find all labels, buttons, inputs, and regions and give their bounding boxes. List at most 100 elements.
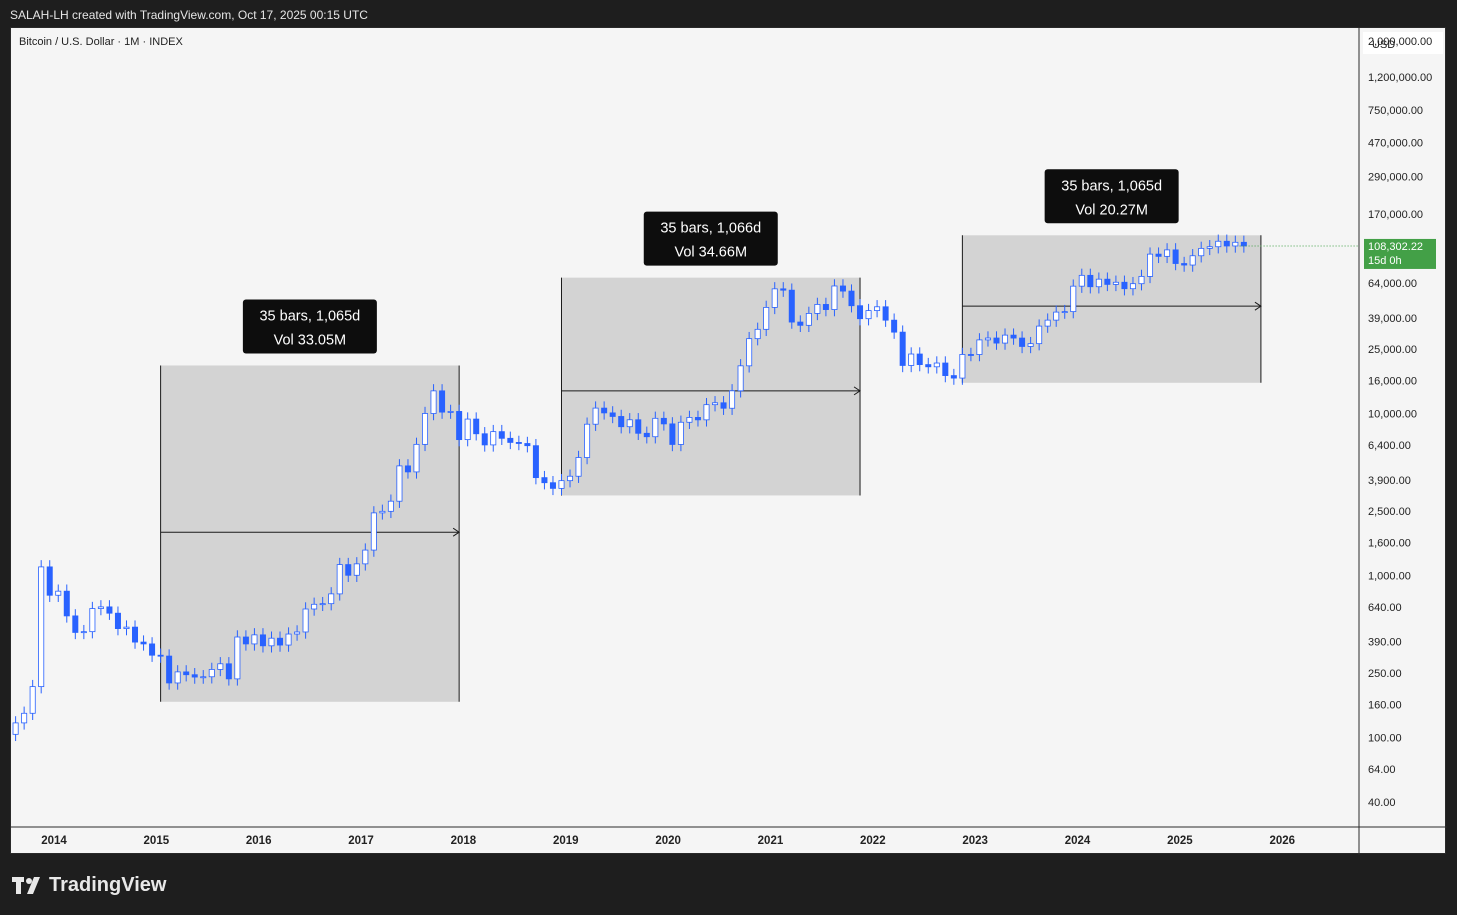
candle-body[interactable]	[1181, 263, 1188, 266]
candle-body[interactable]	[319, 603, 326, 606]
candle-body[interactable]	[1129, 283, 1136, 290]
candle-body[interactable]	[703, 404, 710, 421]
candle-body[interactable]	[959, 354, 966, 379]
candle-body[interactable]	[12, 722, 19, 735]
candle-body[interactable]	[857, 305, 864, 320]
candle-body[interactable]	[123, 626, 130, 629]
candle-body[interactable]	[993, 337, 1000, 344]
date-range-box[interactable]	[160, 365, 460, 702]
candle-body[interactable]	[1155, 253, 1162, 257]
candle-body[interactable]	[694, 417, 701, 421]
candle-body[interactable]	[507, 437, 514, 443]
candle-body[interactable]	[848, 290, 855, 307]
candle-body[interactable]	[72, 615, 79, 633]
candle-body[interactable]	[55, 590, 62, 596]
candle-body[interactable]	[916, 353, 923, 365]
candle-body[interactable]	[490, 431, 497, 446]
candle-body[interactable]	[831, 285, 838, 310]
candle-body[interactable]	[1164, 249, 1171, 257]
candle-body[interactable]	[80, 631, 87, 634]
candle-body[interactable]	[404, 465, 411, 473]
candle-body[interactable]	[251, 634, 258, 645]
date-range-box[interactable]	[962, 235, 1261, 383]
candle-body[interactable]	[353, 563, 360, 576]
candle-body[interactable]	[1206, 246, 1213, 249]
candle-body[interactable]	[814, 304, 821, 314]
candle-body[interactable]	[114, 612, 121, 629]
candle-body[interactable]	[1061, 311, 1068, 314]
candle-body[interactable]	[166, 655, 173, 684]
currency-box[interactable]	[1363, 32, 1443, 54]
candle-body[interactable]	[336, 564, 343, 595]
candle-body[interactable]	[541, 477, 548, 484]
candle-body[interactable]	[567, 475, 574, 482]
candle-body[interactable]	[950, 375, 957, 379]
candle-body[interactable]	[712, 402, 719, 406]
candle-body[interactable]	[302, 608, 309, 633]
candle-body[interactable]	[805, 313, 812, 326]
candle-body[interactable]	[311, 603, 318, 610]
candle-body[interactable]	[379, 510, 386, 514]
candle-body[interactable]	[259, 634, 266, 647]
candle-body[interactable]	[439, 390, 446, 413]
candle-body[interactable]	[473, 418, 480, 435]
candle-body[interactable]	[524, 443, 531, 447]
range-label-box[interactable]	[1044, 169, 1179, 224]
candle-body[interactable]	[575, 457, 582, 477]
candle-body[interactable]	[422, 413, 429, 445]
candle-body[interactable]	[925, 364, 932, 368]
candle-body[interactable]	[967, 354, 974, 356]
candle-body[interactable]	[1112, 281, 1119, 285]
candle-body[interactable]	[592, 407, 599, 425]
candle-body[interactable]	[609, 412, 616, 417]
candle-body[interactable]	[746, 338, 753, 367]
candle-body[interactable]	[729, 390, 736, 409]
candle-body[interactable]	[942, 362, 949, 376]
candle-body[interactable]	[285, 633, 292, 646]
price-chart[interactable]: 35 bars, 1,065d Vol 33.05M 35 bars, 1,066d…	[11, 28, 1447, 855]
candle-body[interactable]	[643, 432, 650, 438]
candle-body[interactable]	[294, 631, 301, 635]
range-label-box[interactable]	[242, 299, 377, 354]
candle-body[interactable]	[686, 417, 693, 423]
candle-body[interactable]	[558, 480, 565, 489]
candle-body[interactable]	[822, 304, 829, 310]
candle-body[interactable]	[1232, 241, 1239, 247]
candle-body[interactable]	[549, 482, 556, 489]
candle-body[interactable]	[839, 285, 846, 292]
candle-body[interactable]	[191, 674, 198, 678]
candle-body[interactable]	[899, 331, 906, 366]
candle-body[interactable]	[362, 549, 369, 565]
candle-body[interactable]	[788, 289, 795, 323]
candle-body[interactable]	[1095, 278, 1102, 288]
candle-body[interactable]	[584, 423, 591, 458]
candle-body[interactable]	[106, 606, 113, 614]
candle-body[interactable]	[1002, 334, 1009, 344]
candle-body[interactable]	[976, 339, 983, 355]
candle-body[interactable]	[1198, 247, 1205, 257]
candle-body[interactable]	[97, 606, 104, 609]
candle-body[interactable]	[217, 663, 224, 670]
candle-body[interactable]	[174, 671, 181, 684]
candle-body[interactable]	[447, 411, 454, 413]
candle-body[interactable]	[1019, 337, 1026, 347]
candle-body[interactable]	[1223, 240, 1230, 247]
candle-body[interactable]	[652, 417, 659, 438]
candle-body[interactable]	[200, 676, 207, 679]
candle-body[interactable]	[797, 321, 804, 326]
candle-body[interactable]	[89, 608, 96, 633]
candle-body[interactable]	[720, 402, 727, 409]
candle-body[interactable]	[396, 465, 403, 502]
candle-body[interactable]	[370, 512, 377, 551]
candle-body[interactable]	[865, 310, 872, 320]
candle-body[interactable]	[1078, 274, 1085, 287]
candle-body[interactable]	[532, 445, 539, 479]
candle-body[interactable]	[456, 411, 463, 441]
candle-body[interactable]	[737, 365, 744, 392]
candle-body[interactable]	[242, 636, 249, 645]
candle-body[interactable]	[149, 643, 156, 656]
candle-body[interactable]	[515, 442, 522, 444]
candle-body[interactable]	[1087, 274, 1094, 288]
candle-body[interactable]	[1053, 311, 1060, 321]
candle-body[interactable]	[635, 419, 642, 434]
